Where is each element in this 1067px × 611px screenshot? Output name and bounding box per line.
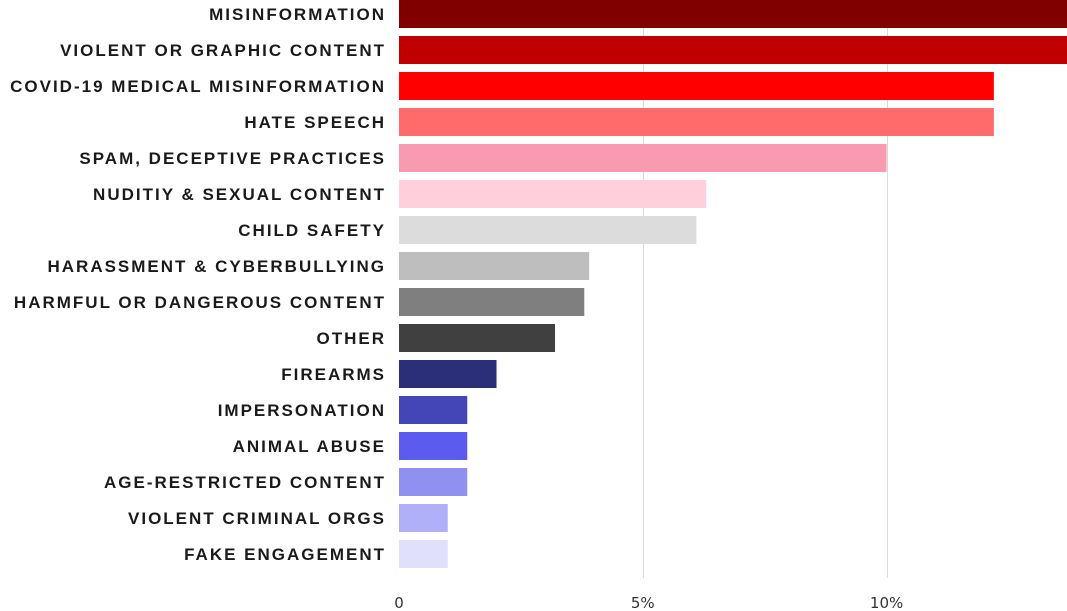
bar [399,504,448,532]
bar [399,0,1067,28]
category-label: SPAM, DECEPTIVE PRACTICES [79,149,386,168]
category-label: HATE SPEECH [244,113,386,132]
bar [399,396,468,424]
category-label: COVID-19 MEDICAL MISINFORMATION [10,77,386,96]
category-label: VIOLENT CRIMINAL ORGS [128,509,386,528]
category-label: AGE-RESTRICTED CONTENT [104,473,386,492]
bar [399,36,1067,64]
category-label: ANIMAL ABUSE [233,437,386,456]
bar [399,72,994,100]
x-tick-label: 10% [870,594,903,611]
bar [399,432,468,460]
category-label: MISINFORMATION [209,5,386,24]
bar [399,288,585,316]
category-label: OTHER [317,329,387,348]
category-label: HARMFUL OR DANGEROUS CONTENT [14,293,386,312]
x-tick-label: 5% [631,594,655,611]
bar [399,252,590,280]
category-label: NUDITIY & SEXUAL CONTENT [93,185,386,204]
category-label: FAKE ENGAGEMENT [184,545,386,564]
bar [399,216,697,244]
category-label: CHILD SAFETY [238,221,386,240]
category-label: HARASSMENT & CYBERBULLYING [47,257,386,276]
x-axis-ticks: 0 5% 10% [394,594,903,611]
bar [399,324,556,352]
bar [399,108,994,136]
category-label: FIREARMS [281,365,386,384]
bar [399,540,448,568]
x-tick-label: 0 [394,594,404,611]
category-label: IMPERSONATION [218,401,386,420]
category-label: VIOLENT OR GRAPHIC CONTENT [60,41,386,60]
bar [399,360,497,388]
bars [399,0,1067,568]
category-labels: MISINFORMATION VIOLENT OR GRAPHIC CONTENT… [10,5,387,564]
bar [399,468,468,496]
bar [399,144,887,172]
bar [399,180,707,208]
